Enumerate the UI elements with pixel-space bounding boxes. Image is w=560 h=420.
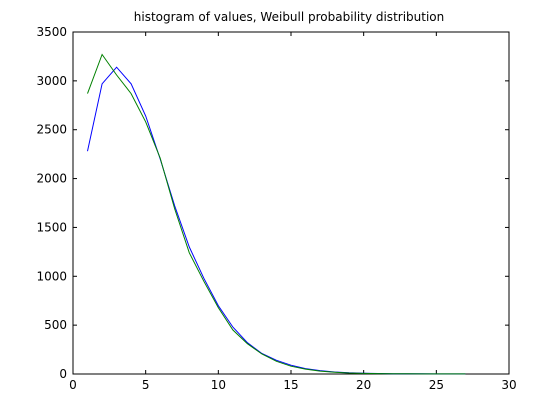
x-tick-label: 30 — [501, 378, 516, 392]
y-axis: 0 500 1000 1500 2000 2500 3000 3500 — [36, 25, 509, 381]
y-tick-label: 3000 — [36, 74, 67, 88]
y-tick-label: 500 — [44, 318, 67, 332]
x-tick-label: 5 — [142, 378, 150, 392]
y-tick-label: 0 — [59, 367, 67, 381]
x-tick-label: 0 — [69, 378, 77, 392]
y-tick-label: 2000 — [36, 172, 67, 186]
plot-area — [72, 31, 510, 375]
chart-title: histogram of values, Weibull probability… — [134, 10, 445, 24]
x-tick-label: 15 — [283, 378, 298, 392]
y-tick-label: 1000 — [36, 269, 67, 283]
y-tick-label: 1500 — [36, 220, 67, 234]
x-tick-label: 20 — [356, 378, 371, 392]
x-tick-label: 25 — [429, 378, 444, 392]
series-layer — [87, 53, 466, 375]
x-tick-label: 10 — [211, 378, 226, 392]
y-tick-label: 3500 — [36, 25, 67, 39]
series-line-2 — [87, 53, 466, 375]
y-tick-label: 2500 — [36, 123, 67, 137]
x-axis: 0 5 10 15 20 25 30 — [69, 32, 517, 392]
